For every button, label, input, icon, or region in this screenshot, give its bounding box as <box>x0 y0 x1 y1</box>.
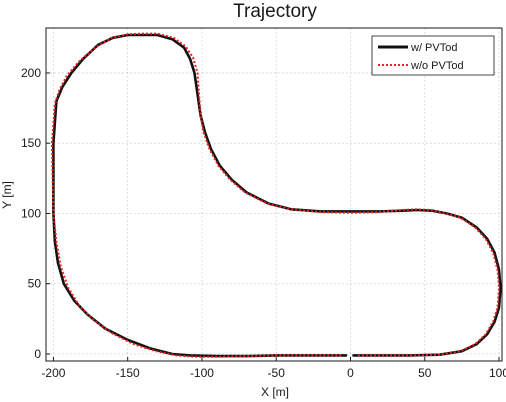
legend-label-without-pvtod: w/o PVTod <box>410 60 464 72</box>
x-tick-label: 50 <box>418 366 432 380</box>
x-tick-label: -200 <box>41 366 65 380</box>
x-tick-label: 0 <box>347 366 354 380</box>
y-tick-label: 100 <box>21 206 41 220</box>
x-tick-label: 100 <box>489 366 506 380</box>
tick-labels: -200 -150 -100 -50 0 50 100 0 50 100 150 200 <box>21 66 506 380</box>
x-tick-label: -150 <box>116 366 140 380</box>
y-tick-label: 200 <box>21 66 41 80</box>
grid <box>46 28 502 361</box>
y-axis-label: Y [m] <box>0 181 14 209</box>
x-axis-label: X [m] <box>261 385 289 399</box>
x-tick-label: -50 <box>268 366 286 380</box>
series-line-with-pvtod <box>52 33 502 358</box>
y-tick-label: 50 <box>28 277 42 291</box>
y-tick-label: 0 <box>34 347 41 361</box>
y-tick-label: 150 <box>21 136 41 150</box>
chart-title: Trajectory <box>233 1 317 22</box>
legend-label-with-pvtod: w/ PVTod <box>410 42 457 54</box>
series-line-without-pvtod <box>50 32 500 358</box>
legend-box <box>371 35 495 76</box>
x-tick-label: -100 <box>190 366 214 380</box>
legend: w/ PVTod w/o PVTod <box>371 35 495 76</box>
axis-ticks <box>46 72 500 361</box>
series-layer <box>50 32 502 358</box>
plot-frame <box>45 27 503 362</box>
